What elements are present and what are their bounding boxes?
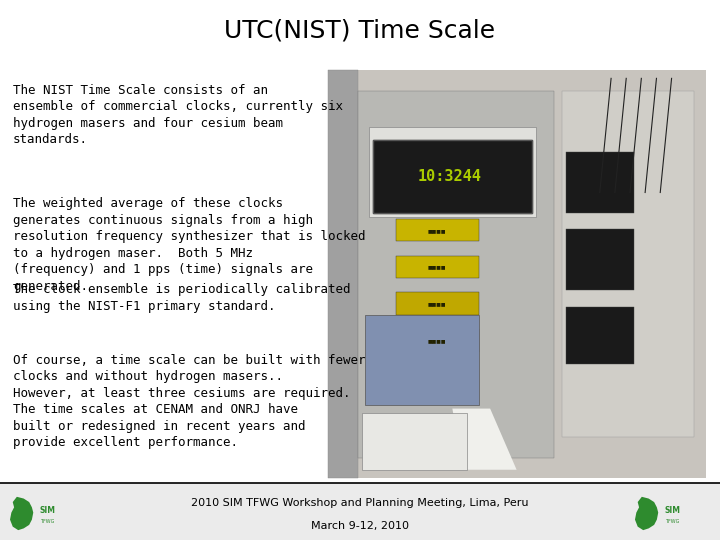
Text: ■■■■: ■■■■: [428, 265, 446, 269]
Bar: [361, 413, 467, 470]
Text: The NIST Time Scale consists of an
ensemble of commercial clocks, currently six
: The NIST Time Scale consists of an ensem…: [13, 84, 343, 146]
Polygon shape: [10, 497, 33, 530]
Bar: [369, 127, 536, 217]
Text: Of course, a time scale can be built with fewer
clocks and without hydrogen mase: Of course, a time scale can be built wit…: [13, 354, 366, 449]
Bar: [566, 229, 634, 291]
Bar: [328, 70, 706, 478]
Polygon shape: [635, 497, 658, 530]
Bar: [366, 315, 479, 404]
Text: SIM: SIM: [665, 507, 680, 515]
Text: March 9-12, 2010: March 9-12, 2010: [311, 521, 409, 531]
Bar: [566, 307, 634, 364]
Bar: [396, 219, 479, 241]
Text: SIM: SIM: [40, 507, 55, 515]
Text: ■■■■: ■■■■: [428, 338, 446, 343]
Bar: [562, 91, 694, 437]
Text: ■■■■: ■■■■: [428, 228, 446, 233]
Bar: [358, 91, 554, 457]
Text: The clock ensemble is periodically calibrated
using the NIST-F1 primary standard: The clock ensemble is periodically calib…: [13, 284, 351, 313]
Text: 2010 SIM TFWG Workshop and Planning Meeting, Lima, Peru: 2010 SIM TFWG Workshop and Planning Meet…: [192, 498, 528, 508]
Bar: [0, 483, 720, 540]
Text: ■■■■: ■■■■: [428, 301, 446, 306]
Bar: [396, 329, 479, 352]
Bar: [396, 292, 479, 315]
Bar: [328, 70, 358, 478]
Polygon shape: [452, 409, 517, 470]
Text: TFWG: TFWG: [40, 519, 54, 524]
Text: TFWG: TFWG: [665, 519, 679, 524]
Text: UTC(NIST) Time Scale: UTC(NIST) Time Scale: [225, 19, 495, 43]
Text: 10:3244: 10:3244: [417, 168, 481, 184]
Bar: [396, 256, 479, 278]
Bar: [373, 139, 531, 213]
Text: The weighted average of these clocks
generates continuous signals from a high
re: The weighted average of these clocks gen…: [13, 197, 366, 293]
Bar: [566, 152, 634, 213]
